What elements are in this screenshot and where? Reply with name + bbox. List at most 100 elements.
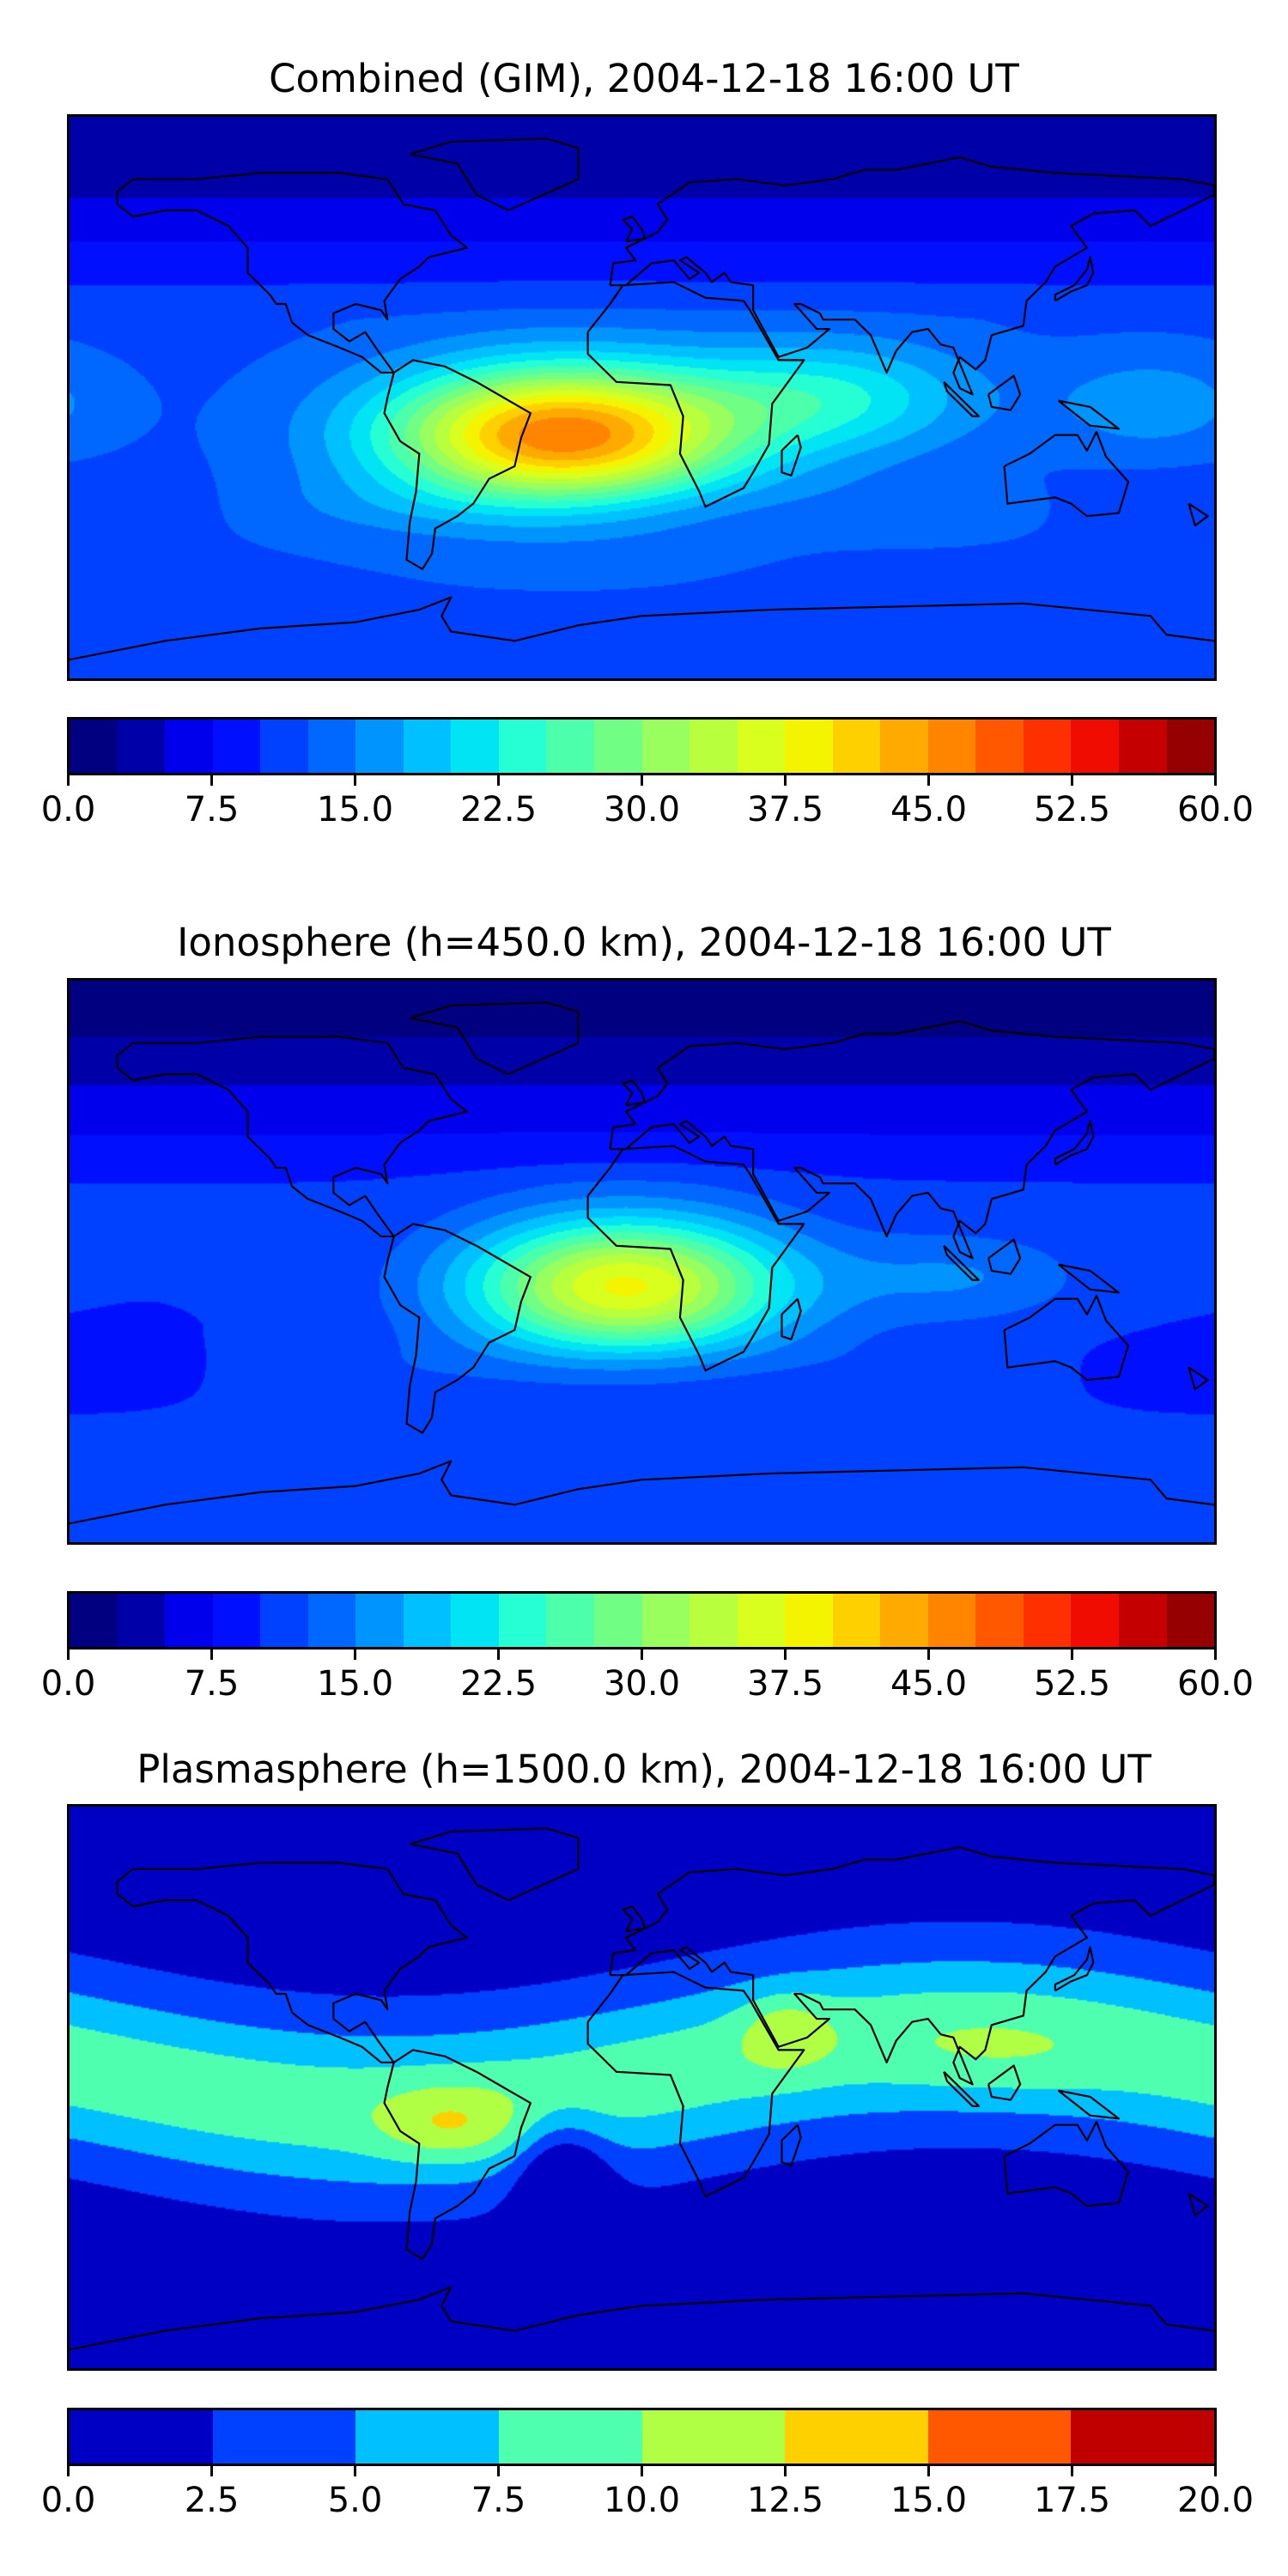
map-combined bbox=[67, 114, 1217, 681]
tick-label: 7.5 bbox=[184, 1664, 240, 1704]
tick-label: 45.0 bbox=[890, 1664, 968, 1704]
colorbar-segment bbox=[1166, 720, 1215, 773]
colorbar-segment bbox=[70, 720, 118, 773]
tick-mark bbox=[210, 775, 213, 786]
colorbar-segment bbox=[594, 1594, 642, 1647]
colorbar-segment bbox=[641, 1594, 690, 1647]
tick-label: 7.5 bbox=[184, 790, 240, 829]
coastline-uk bbox=[623, 216, 645, 241]
coastline-borneo bbox=[988, 1240, 1020, 1274]
tick-label: 2.5 bbox=[184, 2481, 240, 2520]
colorbar-segment bbox=[212, 720, 261, 773]
colorbar-segment bbox=[880, 720, 928, 773]
coastline-australia bbox=[1005, 432, 1128, 516]
colorbar-ionosphere bbox=[67, 1591, 1217, 1649]
tick-label: 30.0 bbox=[603, 1664, 681, 1704]
tick-mark bbox=[927, 775, 930, 786]
colorbar-segment bbox=[212, 1594, 261, 1647]
colorbar-segment bbox=[785, 720, 833, 773]
tick-mark bbox=[354, 2466, 356, 2476]
colorbar-segment bbox=[260, 720, 308, 773]
colorbar-ticks-combined: 0.0 7.5 15.0 22.5 30.0 37.5 45.0 52.5 60.0 bbox=[41, 775, 1254, 844]
tick-label: 22.5 bbox=[459, 1664, 538, 1704]
colorbar-segment bbox=[165, 1594, 213, 1647]
coastline-australia bbox=[1005, 2122, 1128, 2206]
tick-label: 22.5 bbox=[459, 790, 538, 829]
coastline-north-america bbox=[118, 1036, 467, 1236]
colorbar-segment bbox=[70, 1594, 118, 1647]
coastline-africa bbox=[588, 1146, 805, 1371]
colorbar-segment bbox=[1023, 1594, 1072, 1647]
coastline-south-america bbox=[385, 360, 531, 568]
tick-label: 30.0 bbox=[603, 790, 681, 829]
plot-title-ionosphere: Ionosphere (h=450.0 km), 2004-12-18 16:0… bbox=[177, 920, 1111, 965]
contour-field bbox=[70, 981, 1214, 1542]
colorbar-segment bbox=[1071, 2410, 1214, 2464]
colorbar-segment bbox=[546, 720, 595, 773]
coastline-new-guinea bbox=[1059, 2091, 1119, 2119]
colorbar-segment bbox=[880, 1594, 928, 1647]
colorbar-segment bbox=[737, 720, 786, 773]
coastline-greenland bbox=[410, 1002, 578, 1074]
coastline-uk bbox=[623, 1906, 645, 1931]
colorbar-segment bbox=[975, 720, 1024, 773]
colorbar-segment bbox=[1166, 1594, 1215, 1647]
tick-label: 20.0 bbox=[1176, 2481, 1255, 2520]
coastline-eurasia bbox=[610, 1847, 1214, 2084]
colorbar-segment bbox=[690, 1594, 738, 1647]
tick-mark bbox=[1071, 2466, 1073, 2476]
tick-mark bbox=[1071, 1649, 1073, 1660]
plot-title-combined: Combined (GIM), 2004-12-18 16:00 UT bbox=[269, 56, 1019, 101]
colorbar-segment bbox=[690, 720, 738, 773]
tick-label: 12.5 bbox=[746, 2481, 824, 2520]
colorbar-segment bbox=[785, 2410, 928, 2464]
coastline-madagascar bbox=[781, 1299, 800, 1340]
tick-label: 52.5 bbox=[1033, 1664, 1111, 1704]
tick-label: 10.0 bbox=[603, 2481, 681, 2520]
colorbar-segment bbox=[498, 1594, 547, 1647]
coastline-north-america bbox=[118, 173, 467, 373]
coastline-eurasia bbox=[610, 1021, 1214, 1258]
coastline-new-zealand bbox=[1188, 504, 1207, 526]
coastline-japan bbox=[1055, 1121, 1093, 1165]
coastlines bbox=[70, 1807, 1214, 2368]
tick-mark bbox=[210, 1649, 213, 1660]
tick-mark bbox=[354, 1649, 356, 1660]
colorbar-segment bbox=[1119, 1594, 1167, 1647]
tick-mark bbox=[67, 2466, 70, 2476]
colorbar-segment bbox=[212, 2410, 356, 2464]
tick-label: 52.5 bbox=[1033, 790, 1111, 829]
contour-field bbox=[70, 1807, 1214, 2368]
tick-mark bbox=[784, 775, 787, 786]
colorbar-segment bbox=[498, 720, 547, 773]
colorbar-segment bbox=[260, 1594, 308, 1647]
colorbar-segment bbox=[927, 720, 976, 773]
coastline-antarctica bbox=[70, 2287, 1214, 2350]
coastline-australia bbox=[1005, 1296, 1128, 1380]
tick-mark bbox=[67, 775, 70, 786]
colorbar-segment bbox=[1023, 720, 1072, 773]
tick-mark bbox=[67, 1649, 70, 1660]
coastline-new-zealand bbox=[1188, 1368, 1207, 1389]
tick-mark bbox=[641, 2466, 643, 2476]
tick-label: 0.0 bbox=[40, 2481, 96, 2520]
colorbar-segment bbox=[498, 2410, 642, 2464]
colorbar-segment bbox=[641, 720, 690, 773]
contour-field bbox=[70, 117, 1214, 678]
tick-label: 0.0 bbox=[40, 790, 96, 829]
coastline-antarctica bbox=[70, 598, 1214, 660]
tick-label: 15.0 bbox=[316, 790, 394, 829]
colorbar-segment bbox=[451, 720, 499, 773]
tick-mark bbox=[784, 2466, 787, 2476]
tick-mark bbox=[1214, 1649, 1217, 1660]
tick-mark bbox=[1214, 2466, 1217, 2476]
coastlines bbox=[70, 117, 1214, 678]
colorbar-segment bbox=[355, 2410, 499, 2464]
coastline-antarctica bbox=[70, 1461, 1214, 1524]
coastline-borneo bbox=[988, 2066, 1020, 2100]
coastline-sumatra bbox=[944, 382, 979, 416]
tick-mark bbox=[641, 775, 643, 786]
tick-mark bbox=[641, 1649, 643, 1660]
tick-mark bbox=[1214, 775, 1217, 786]
plot-title-plasmasphere: Plasmasphere (h=1500.0 km), 2004-12-18 1… bbox=[137, 1747, 1151, 1792]
